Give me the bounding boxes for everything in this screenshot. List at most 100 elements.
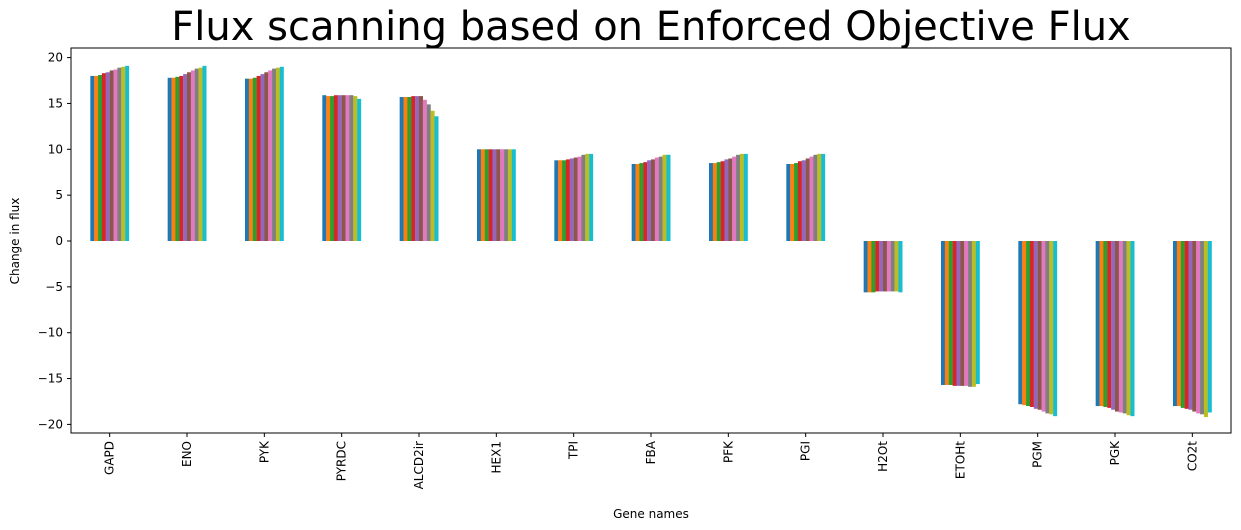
bar-PGM-5 xyxy=(1037,241,1042,410)
bar-GAPD-8 xyxy=(121,66,126,242)
x-tick-label-GAPD: GAPD xyxy=(103,441,117,475)
bar-ENO-1 xyxy=(171,77,176,242)
bar-TPI-9 xyxy=(589,153,594,241)
bar-H2Ot-6 xyxy=(886,241,891,292)
bar-PYRDC-8 xyxy=(353,96,358,241)
bar-FBA-3 xyxy=(643,162,648,241)
bar-GAPD-6 xyxy=(113,69,118,242)
bar-PGM-9 xyxy=(1053,241,1058,417)
bar-PYRDC-7 xyxy=(349,95,354,241)
y-tick-label: 5 xyxy=(55,188,63,202)
bar-PGI-5 xyxy=(805,158,810,241)
bar-PGI-3 xyxy=(797,161,802,241)
bar-HEX1-9 xyxy=(511,149,516,241)
bar-ENO-7 xyxy=(194,68,199,241)
bar-PFK-4 xyxy=(724,159,729,241)
y-axis: −20 −15 −10 −5 0 5 10 15 20 xyxy=(38,51,71,431)
bar-PGI-7 xyxy=(813,154,818,241)
bar-HEX1-4 xyxy=(492,149,497,241)
bar-ALCD2ir-7 xyxy=(426,104,431,242)
bar-PYK-5 xyxy=(264,72,269,242)
x-tick-label-PGK: PGK xyxy=(1108,440,1122,466)
bar-H2Ot-9 xyxy=(898,241,903,293)
bar-PYRDC-2 xyxy=(330,96,335,241)
bar-ETOHt-6 xyxy=(964,241,969,386)
bar-PYK-1 xyxy=(248,78,253,241)
bar-PFK-5 xyxy=(728,158,733,241)
y-tick-label: 0 xyxy=(55,234,63,248)
bar-PYK-4 xyxy=(260,74,265,241)
bar-ENO-8 xyxy=(198,67,203,241)
bar-PGK-8 xyxy=(1126,241,1131,416)
bar-GAPD-9 xyxy=(125,65,130,241)
y-tick-label: −15 xyxy=(38,372,63,386)
bar-ALCD2ir-6 xyxy=(422,99,427,241)
bar-FBA-8 xyxy=(662,154,667,241)
bar-PFK-8 xyxy=(739,153,744,241)
bar-FBA-5 xyxy=(651,159,656,241)
bar-ETOHt-7 xyxy=(968,241,973,387)
y-tick-label: 15 xyxy=(48,96,63,110)
bar-H2Ot-8 xyxy=(894,241,899,292)
bar-PGK-2 xyxy=(1103,241,1108,407)
bar-PGK-1 xyxy=(1099,241,1104,407)
bar-CO2t-3 xyxy=(1184,241,1189,409)
bar-HEX1-7 xyxy=(504,149,509,241)
bar-ENO-6 xyxy=(190,70,195,241)
bar-CO2t-8 xyxy=(1203,241,1208,418)
bar-TPI-2 xyxy=(562,160,567,241)
bar-H2Ot-7 xyxy=(890,241,895,292)
bar-TPI-0 xyxy=(554,160,559,241)
bar-ETOHt-2 xyxy=(948,241,953,385)
bar-ETOHt-8 xyxy=(971,241,976,387)
bar-FBA-1 xyxy=(635,163,640,241)
x-tick-label-ALCD2ir: ALCD2ir xyxy=(412,441,426,489)
bar-GAPD-3 xyxy=(101,73,106,241)
bar-GAPD-1 xyxy=(94,75,99,241)
bar-ENO-0 xyxy=(167,77,172,242)
bar-GAPD-5 xyxy=(109,70,114,241)
bar-CO2t-6 xyxy=(1196,241,1201,414)
bar-TPI-5 xyxy=(573,157,578,241)
bar-PGK-4 xyxy=(1111,241,1116,410)
x-axis: GAPD ENO PYK PYRDC ALCD2ir HEX1 TPI FBA PFK PGI H2… xyxy=(103,433,1199,489)
bar-ALCD2ir-2 xyxy=(407,97,412,241)
bar-PGI-0 xyxy=(786,163,791,241)
x-tick-label-HEX1: HEX1 xyxy=(489,441,503,473)
bar-PGI-4 xyxy=(801,160,806,241)
bar-PFK-9 xyxy=(743,153,748,241)
bar-PYRDC-9 xyxy=(357,98,362,242)
bar-PGM-3 xyxy=(1029,241,1034,407)
bar-HEX1-0 xyxy=(477,149,482,241)
bar-PYK-6 xyxy=(268,70,273,241)
bar-PGK-0 xyxy=(1095,241,1100,407)
x-tick-label-PYRDC: PYRDC xyxy=(335,441,349,481)
bar-H2Ot-2 xyxy=(871,241,876,293)
bar-CO2t-4 xyxy=(1188,241,1193,410)
y-tick-label: −20 xyxy=(38,417,63,431)
bar-TPI-4 xyxy=(569,158,574,241)
bar-H2Ot-4 xyxy=(879,241,884,292)
bar-PGK-6 xyxy=(1118,241,1123,413)
y-tick-label: −5 xyxy=(45,280,63,294)
bar-GAPD-4 xyxy=(105,72,110,242)
bar-H2Ot-0 xyxy=(863,241,868,293)
bar-PGM-0 xyxy=(1018,241,1023,405)
bar-PYRDC-5 xyxy=(341,95,346,241)
bar-TPI-8 xyxy=(585,153,590,241)
bar-CO2t-2 xyxy=(1180,241,1185,408)
bar-FBA-4 xyxy=(647,160,652,241)
bar-PFK-2 xyxy=(716,162,721,241)
x-tick-label-H2Ot: H2Ot xyxy=(876,441,890,472)
bar-PYK-2 xyxy=(252,77,257,242)
chart-title: Flux scanning based on Enforced Objectiv… xyxy=(171,4,1130,50)
x-tick-label-PYK: PYK xyxy=(257,440,271,463)
bar-ETOHt-9 xyxy=(975,241,980,385)
bar-CO2t-0 xyxy=(1173,241,1178,407)
bar-ENO-2 xyxy=(175,76,180,241)
bar-PYK-0 xyxy=(245,78,250,241)
bar-ALCD2ir-8 xyxy=(430,110,435,241)
bar-ENO-4 xyxy=(183,74,188,241)
bar-PYRDC-4 xyxy=(337,95,342,241)
